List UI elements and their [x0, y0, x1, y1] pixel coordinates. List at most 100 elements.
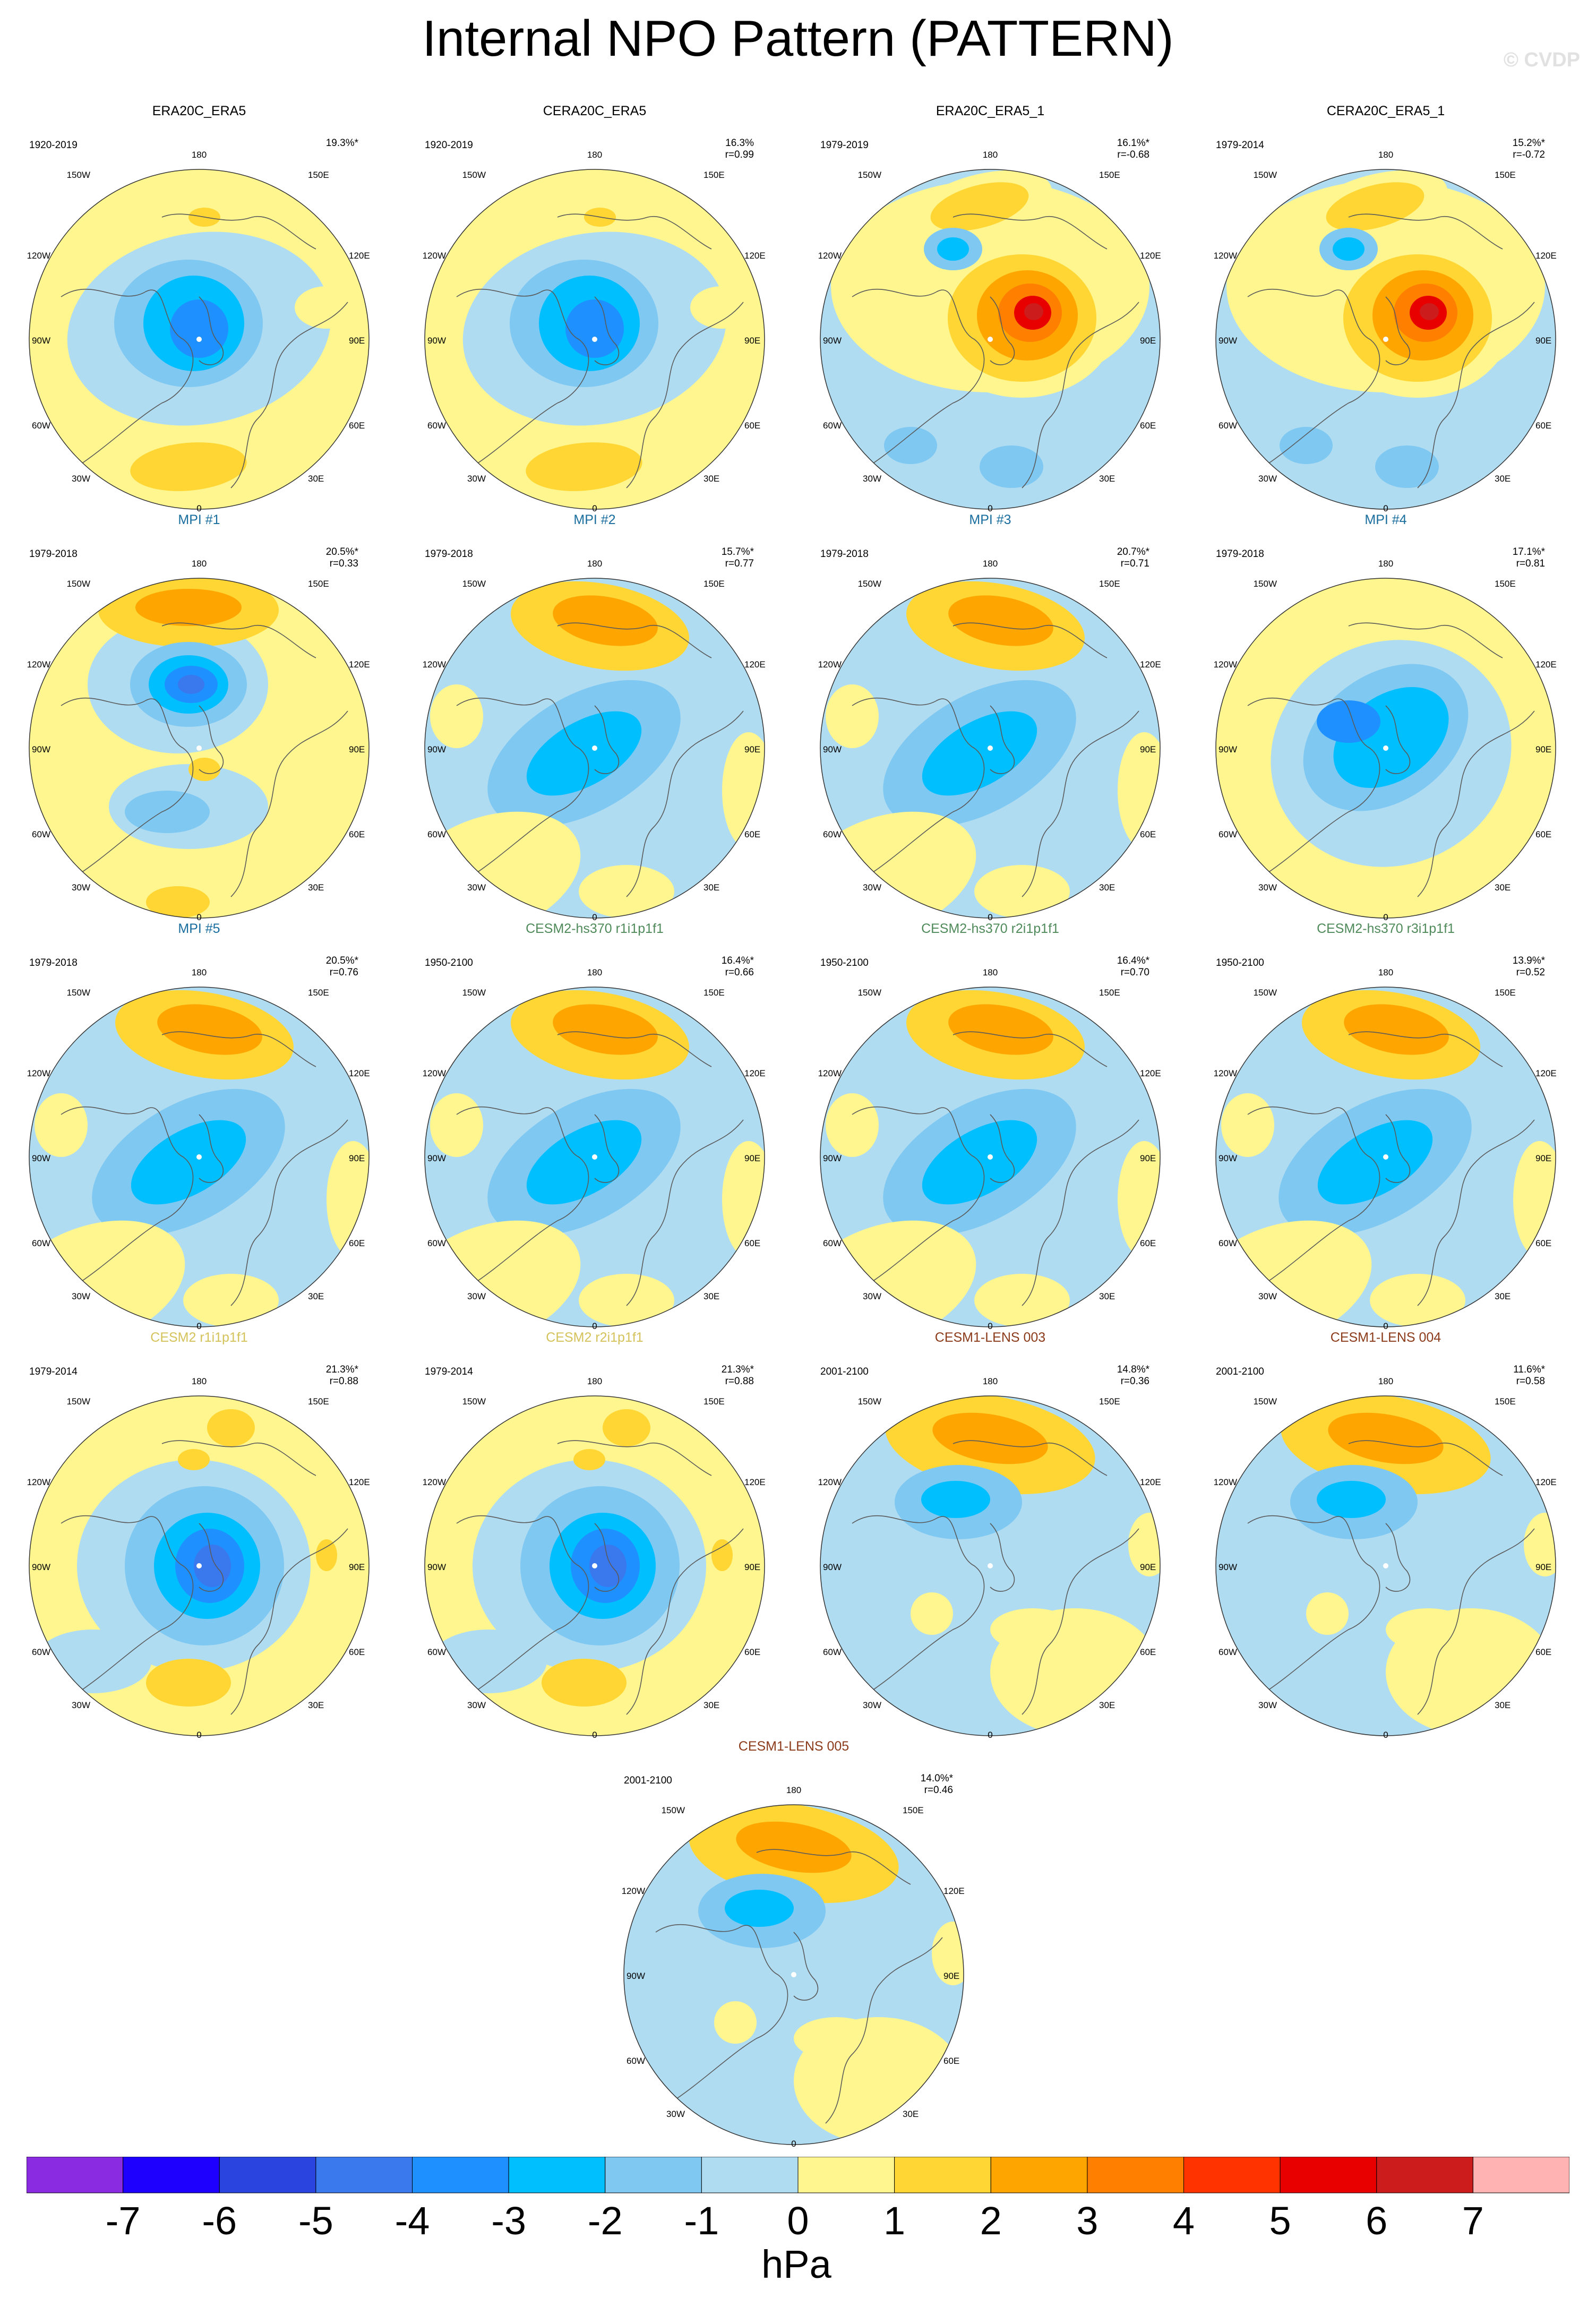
contour-region — [157, 1004, 262, 1055]
pattern-correlation: r=0.58 — [1516, 1376, 1545, 1387]
period-label: 1979-2018 — [425, 548, 473, 560]
longitude-label: 90E — [349, 744, 365, 754]
longitude-label: 30W — [467, 1291, 486, 1301]
panel-title: CESM2 r1i1p1f1 — [150, 1330, 248, 1345]
longitude-label: 150E — [1495, 988, 1516, 998]
longitude-label: 150W — [67, 988, 90, 998]
map-boundary — [623, 1804, 964, 2145]
longitude-label: 30W — [863, 1291, 881, 1301]
north-pole-marker — [988, 1563, 993, 1568]
longitude-label: 60W — [32, 421, 50, 431]
pattern-correlation: r=-0.72 — [1513, 149, 1545, 160]
longitude-label: 60E — [744, 1647, 760, 1657]
map-panel: 180 0 150W 120W 90W 60W 30W 150E 120E 90E 60E 30E CE… — [815, 921, 1165, 1330]
longitude-label: 120E — [1140, 1477, 1161, 1487]
polar-map: 180 0 150W 120W 90W 60W 30W 150E 120E 90E 60E 30E — [818, 559, 1161, 921]
contour-region — [948, 595, 1053, 646]
longitude-label: 60E — [744, 1238, 760, 1248]
variance-explained: 19.3%* — [325, 138, 358, 149]
map-panel: 180 0 150W 120W 90W 60W 30W 150E 120E 90E 60E 30E CE… — [1211, 921, 1561, 1330]
variance-explained: 16.3% — [725, 138, 754, 149]
longitude-label: 30E — [703, 1291, 719, 1301]
map-panel: 180 0 150W 120W 90W 60W 30W 150E 120E 90E 60E 30E MP… — [24, 512, 374, 921]
panel-title: CESM1-LENS 005 — [738, 1739, 850, 1754]
longitude-label: 30W — [666, 2109, 685, 2119]
colorbar-swatch — [315, 2157, 413, 2193]
polar-map: 180 0 150W 120W 90W 60W 30W 150E 120E 90E 60E 30E — [1214, 150, 1557, 512]
pattern-correlation: r=0.88 — [329, 1376, 358, 1387]
longitude-label: 180 — [587, 1376, 602, 1386]
pattern-correlation: r=0.81 — [1516, 558, 1545, 569]
contour-region — [170, 299, 228, 358]
colorbar-swatch — [1472, 2157, 1569, 2193]
longitude-label: 150W — [1254, 579, 1277, 589]
colorbar-tick-label: 6 — [1366, 2199, 1388, 2243]
pattern-correlation: r=-0.68 — [1117, 149, 1149, 160]
map-boundary — [1215, 1395, 1556, 1736]
variance-explained: 14.8%* — [1117, 1364, 1149, 1375]
contour-region — [1280, 427, 1333, 464]
north-pole-marker — [196, 1563, 202, 1568]
longitude-label: 120W — [27, 659, 50, 670]
polar-map: 180 0 150W 120W 90W 60W 30W 150E 120E 90E 60E 30E — [27, 150, 370, 512]
longitude-label: 30W — [72, 1291, 90, 1301]
coastlines — [456, 1031, 744, 1306]
longitude-label: 90E — [744, 1153, 760, 1163]
panel-title: ERA20C_ERA5 — [152, 104, 246, 118]
contour-region — [948, 1004, 1053, 1055]
polar-map: 180 0 150W 120W 90W 60W 30W 150E 120E 90E 60E 30E — [1214, 559, 1557, 921]
longitude-label: 90W — [823, 336, 842, 346]
longitude-label: 150E — [703, 170, 725, 180]
coastlines — [456, 213, 744, 488]
longitude-label: 0 — [1383, 503, 1388, 512]
map-panel: 180 0 150W 120W 90W 60W 30W 150E 120E 90E 60E 30E ER… — [24, 104, 374, 512]
period-label: 1950-2100 — [820, 957, 869, 968]
longitude-label: 90W — [1219, 744, 1237, 754]
longitude-label: 0 — [196, 912, 201, 921]
contour-region — [579, 865, 674, 918]
longitude-label: 90E — [1140, 744, 1156, 754]
longitude-label: 0 — [592, 1730, 597, 1739]
pattern-correlation: r=0.52 — [1516, 967, 1545, 978]
longitude-label: 90E — [1140, 336, 1156, 346]
longitude-label: 150W — [67, 579, 90, 589]
map-boundary — [29, 987, 370, 1327]
longitude-label: 60E — [744, 421, 760, 431]
contour-region — [990, 1608, 1075, 1651]
colorbar-tick-label: 4 — [1172, 2199, 1195, 2243]
contour-region — [553, 1004, 658, 1055]
period-label: 1920-2019 — [425, 140, 473, 151]
coastlines — [852, 213, 1139, 488]
contour-region — [711, 1539, 733, 1571]
map-panel: 180 0 150W 120W 90W 60W 30W 150E 120E 90E 60E 30E MP… — [419, 512, 770, 921]
longitude-label: 150E — [1495, 579, 1516, 589]
longitude-label: 120E — [943, 1886, 965, 1896]
longitude-label: 30E — [308, 882, 324, 893]
north-pole-marker — [791, 1972, 796, 1977]
polar-map: 180 0 150W 120W 90W 60W 30W 150E 120E 90E 60E 30E — [1214, 967, 1557, 1330]
longitude-label: 60W — [823, 829, 842, 839]
period-label: 1979-2018 — [29, 957, 78, 968]
longitude-label: 30E — [1495, 1700, 1511, 1710]
map-boundary — [424, 987, 765, 1327]
longitude-label: 60W — [427, 421, 446, 431]
variance-explained: 11.6%* — [1513, 1364, 1545, 1375]
longitude-label: 30E — [703, 474, 719, 484]
longitude-label: 60W — [823, 421, 842, 431]
pattern-correlation: r=0.71 — [1120, 558, 1149, 569]
contour-region — [207, 1409, 255, 1446]
colorbar-swatch — [123, 2157, 220, 2193]
panel-title: CESM1-LENS 003 — [934, 1330, 1046, 1345]
longitude-label: 90E — [943, 1971, 959, 1981]
longitude-label: 120W — [423, 251, 446, 261]
longitude-label: 150E — [1099, 1396, 1120, 1407]
period-label: 1979-2018 — [29, 548, 78, 560]
longitude-label: 60W — [427, 829, 446, 839]
north-pole-marker — [196, 745, 202, 751]
longitude-label: 60E — [1140, 1238, 1156, 1248]
longitude-label: 120W — [818, 659, 842, 670]
longitude-label: 60E — [1140, 1647, 1156, 1657]
contour-region — [974, 865, 1070, 918]
longitude-label: 60E — [349, 1238, 365, 1248]
longitude-label: 60E — [943, 2056, 959, 2066]
